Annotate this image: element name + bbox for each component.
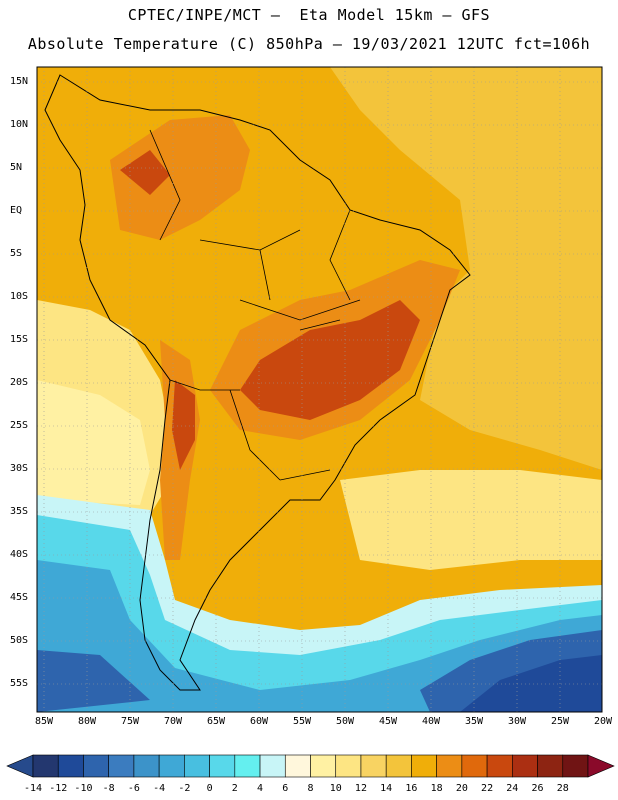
region-pacific-pale bbox=[37, 380, 150, 505]
colorbar-swatch bbox=[234, 754, 261, 778]
colorbar-label: -10 bbox=[74, 783, 93, 794]
map-title-line1: CPTEC/INPE/MCT – Eta Model 15km – GFS bbox=[127, 6, 491, 24]
map-title-line2: Absolute Temperature (C) 850hPa – 19/03/… bbox=[27, 35, 591, 53]
lat-label: 10N bbox=[10, 119, 29, 130]
lon-label: 40W bbox=[421, 716, 441, 727]
lat-label: EQ bbox=[10, 205, 23, 216]
lon-label: 30W bbox=[507, 716, 527, 727]
lat-label: 5N bbox=[10, 162, 23, 173]
south-america-coastline bbox=[44, 74, 471, 691]
colorbar bbox=[6, 754, 615, 778]
colorbar-label: 26 bbox=[531, 783, 544, 794]
region-continent-hot bbox=[110, 115, 250, 240]
lat-label: 10S bbox=[10, 291, 29, 302]
temperature-field bbox=[37, 67, 602, 712]
region-atlantic-mild bbox=[340, 470, 602, 570]
colorbar-label: 4 bbox=[257, 783, 264, 794]
colorbar-label: 10 bbox=[329, 783, 342, 794]
colorbar-label: -14 bbox=[23, 783, 43, 794]
lat-label: 25S bbox=[10, 420, 29, 431]
colorbar-swatch bbox=[512, 754, 538, 778]
colorbar-swatch bbox=[461, 754, 488, 778]
colorbar-label: 14 bbox=[380, 783, 393, 794]
colorbar-label: -12 bbox=[49, 783, 68, 794]
colorbar-label: 24 bbox=[506, 783, 519, 794]
lon-label: 25W bbox=[550, 716, 570, 727]
colorbar-swatch bbox=[209, 754, 236, 778]
colorbar-label: 22 bbox=[481, 783, 494, 794]
colorbar-right-arrow bbox=[587, 754, 615, 778]
colorbar-left-arrow bbox=[6, 754, 34, 778]
colorbar-swatch bbox=[32, 754, 59, 778]
colorbar-swatch bbox=[411, 754, 437, 778]
colorbar-swatch bbox=[436, 754, 463, 778]
colorbar-label: 0 bbox=[206, 783, 213, 794]
colorbar-label: 6 bbox=[282, 783, 289, 794]
colorbar-swatch bbox=[284, 754, 311, 778]
colorbar-swatch bbox=[385, 754, 412, 778]
colorbar-swatch bbox=[133, 754, 160, 778]
colorbar-label: -2 bbox=[178, 783, 191, 794]
lon-label: 65W bbox=[206, 716, 226, 727]
region-southern-deep-blue bbox=[37, 630, 602, 712]
region-continent-hottest bbox=[172, 380, 195, 470]
region-southern-darkest-blue bbox=[460, 655, 602, 712]
lat-label: 40S bbox=[10, 549, 29, 560]
lon-label: 85W bbox=[34, 716, 54, 727]
lat-label: 15S bbox=[10, 334, 29, 345]
lat-label: 5S bbox=[10, 248, 23, 259]
region-continent-hottest bbox=[240, 300, 420, 420]
colorbar-swatch bbox=[158, 754, 185, 778]
colorbar-label: 12 bbox=[354, 783, 367, 794]
region-continent-hottest bbox=[120, 150, 170, 195]
colorbar-swatch bbox=[360, 754, 387, 778]
colorbar-label: 18 bbox=[430, 783, 443, 794]
lat-label: 30S bbox=[10, 463, 29, 474]
colorbar-label: -8 bbox=[102, 783, 115, 794]
lon-label: 60W bbox=[249, 716, 269, 727]
colorbar-swatch bbox=[184, 754, 210, 778]
lon-label: 20W bbox=[593, 716, 613, 727]
colorbar-swatch bbox=[486, 754, 513, 778]
map-frame bbox=[36, 66, 603, 713]
colorbar-label: -6 bbox=[127, 783, 140, 794]
colorbar-swatch bbox=[57, 754, 84, 778]
colorbar-label: 8 bbox=[307, 783, 314, 794]
colorbar-swatch bbox=[310, 754, 337, 778]
colorbar-swatch bbox=[83, 754, 109, 778]
lon-label: 70W bbox=[163, 716, 183, 727]
lon-label: 50W bbox=[335, 716, 355, 727]
colorbar-swatch bbox=[259, 754, 286, 778]
lat-label: 20S bbox=[10, 377, 29, 388]
colorbar-swatch bbox=[537, 754, 564, 778]
lat-label: 55S bbox=[10, 678, 29, 689]
lon-label: 80W bbox=[77, 716, 97, 727]
lat-label: 35S bbox=[10, 506, 29, 517]
colorbar-label: 20 bbox=[455, 783, 468, 794]
colorbar-swatch bbox=[562, 754, 589, 778]
lon-label: 35W bbox=[464, 716, 484, 727]
lat-label: 45S bbox=[10, 592, 29, 603]
lat-label: 50S bbox=[10, 635, 29, 646]
lon-label: 75W bbox=[120, 716, 140, 727]
country-borders bbox=[149, 129, 361, 481]
colorbar-label: -4 bbox=[153, 783, 166, 794]
lat-label: 15N bbox=[10, 76, 29, 87]
colorbar-label: 28 bbox=[556, 783, 569, 794]
colorbar-swatch bbox=[108, 754, 135, 778]
colorbar-label: 2 bbox=[231, 783, 238, 794]
colorbar-swatch bbox=[335, 754, 362, 778]
lon-label: 55W bbox=[292, 716, 312, 727]
lon-label: 45W bbox=[378, 716, 398, 727]
colorbar-label: 16 bbox=[405, 783, 418, 794]
